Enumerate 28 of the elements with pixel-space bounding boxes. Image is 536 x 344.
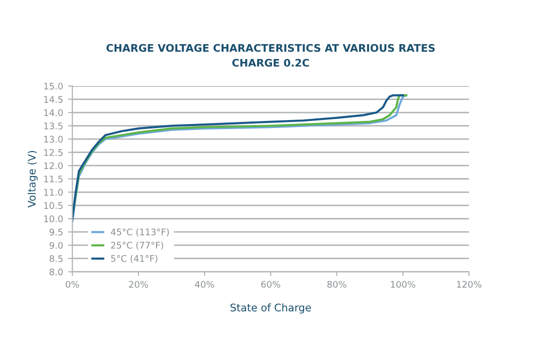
y-axis-title: Voltage (V) <box>28 150 38 208</box>
legend-label: 5°C (41°F) <box>111 254 158 263</box>
y-tick-label: 9.5 <box>50 228 63 236</box>
y-tick-label: 12.5 <box>44 149 63 156</box>
y-tick-label: 8.5 <box>50 255 63 262</box>
x-tick-label: 60% <box>261 280 280 288</box>
y-tick-label: 14.5 <box>44 96 63 103</box>
x-tick-label: 40% <box>194 280 214 288</box>
y-tick-label: 13.0 <box>44 136 63 143</box>
y-tick-label: 11.0 <box>44 188 63 196</box>
y-tick-label: 11.5 <box>44 176 63 182</box>
x-tick-label: 0% <box>66 280 80 288</box>
y-tick-label: 8.0 <box>50 268 63 276</box>
y-tick-label: 14.0 <box>44 109 63 116</box>
y-tick-label: 15.0 <box>44 82 63 90</box>
y-tick-label: 13.5 <box>44 122 63 130</box>
y-tick-label: 9.0 <box>50 242 63 249</box>
x-axis-title: State of Charge <box>230 303 311 314</box>
x-tick-label: 20% <box>129 280 148 288</box>
y-tick-label: 10.0 <box>44 215 63 222</box>
legend-label: 45°C (113°F) <box>110 228 169 236</box>
chart-title: CHARGE VOLTAGE CHARACTERISTICS AT VARIOUS RATES CHARGE 0.2C <box>106 44 435 67</box>
x-tick-label: 80% <box>327 280 346 288</box>
legend-label: 25°C (77°F) <box>111 242 164 250</box>
y-tick-label: 10.5 <box>44 202 63 209</box>
x-tick-label: 100% <box>390 280 416 288</box>
x-tick-label: 120% <box>457 280 482 288</box>
y-tick-label: 12.0 <box>44 162 63 170</box>
